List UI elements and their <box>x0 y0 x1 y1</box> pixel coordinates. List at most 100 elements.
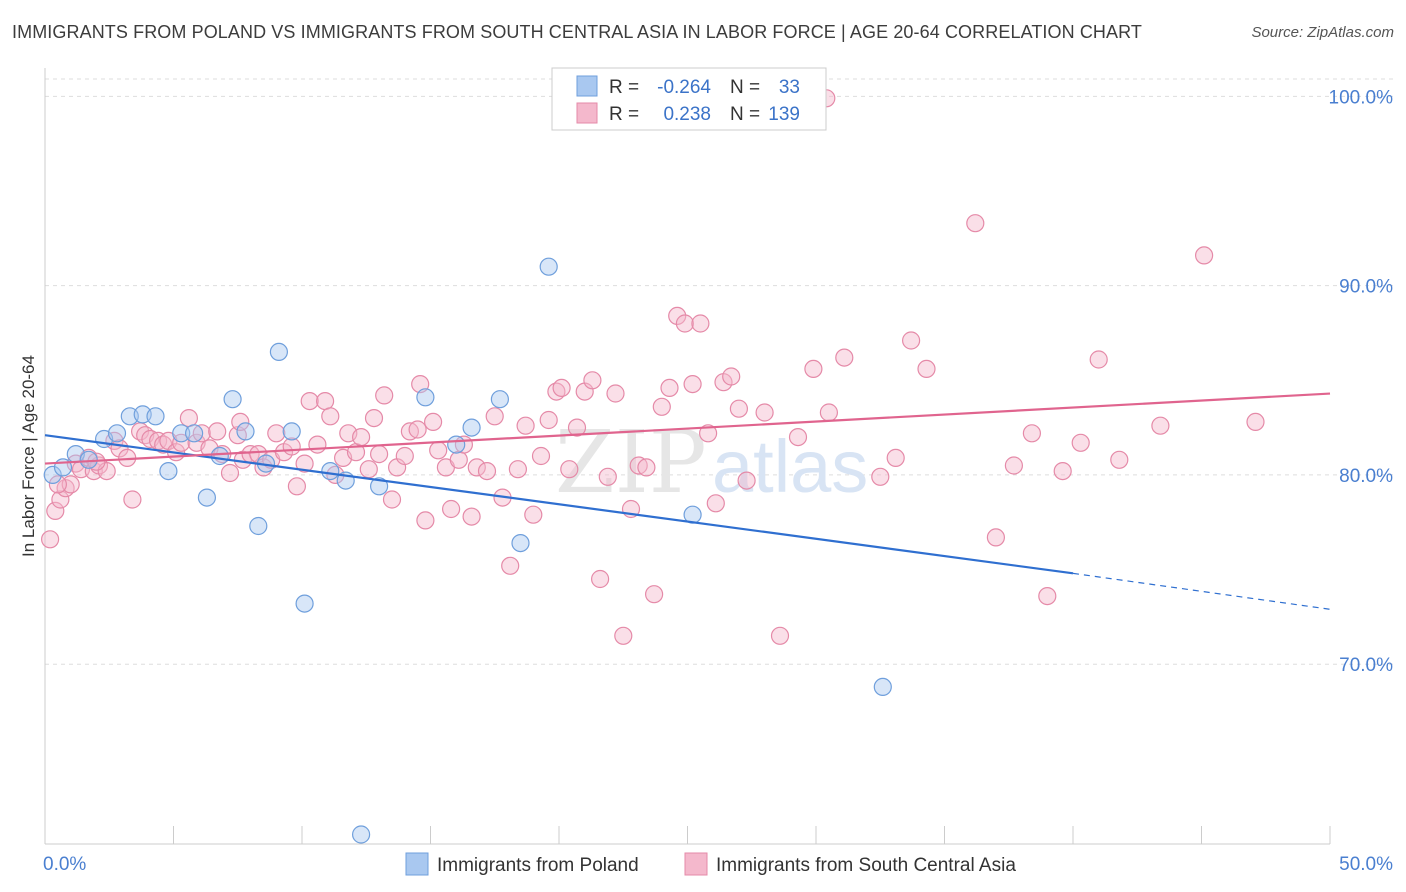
poland-point-28 <box>490 390 509 409</box>
y-tick-label-70: 70.0% <box>1339 655 1393 676</box>
south-central-asia-point-76 <box>531 446 551 466</box>
south-central-asia-point-102 <box>729 399 749 418</box>
south-central-asia-point-1 <box>46 501 65 520</box>
south-central-asia-point-79 <box>552 378 571 397</box>
south-central-asia-point-39 <box>287 477 306 496</box>
poland-point-18 <box>269 342 288 361</box>
south-central-asia-point-29 <box>220 463 240 483</box>
y-axis-title: In Labor Force | Age 20-64 <box>19 355 38 557</box>
south-central-asia-point-98 <box>698 424 718 443</box>
poland-point-21 <box>321 462 340 481</box>
x-tick-label-min: 0.0% <box>43 854 86 875</box>
south-central-asia-point-73 <box>508 460 528 479</box>
poland-point-25 <box>416 388 435 407</box>
stats-n-value-blue: 33 <box>779 77 800 98</box>
south-central-asia-point-65 <box>449 450 468 469</box>
poland-point-30 <box>539 257 558 276</box>
poland-point-9 <box>159 462 178 481</box>
x-tick-label-max: 50.0% <box>1339 854 1393 875</box>
south-central-asia-point-50 <box>359 460 378 479</box>
south-central-asia-point-99 <box>706 494 725 513</box>
south-central-asia-point-38 <box>282 437 301 456</box>
south-central-asia-point-58 <box>408 420 427 439</box>
south-central-asia-point-27 <box>208 422 227 441</box>
poland-point-29 <box>511 533 530 553</box>
south-central-asia-point-52 <box>370 445 389 464</box>
south-central-asia-point-68 <box>467 458 486 477</box>
grid-layer <box>45 78 1395 665</box>
south-central-asia-point-90 <box>637 458 656 477</box>
south-central-asia-point-124 <box>1194 246 1214 265</box>
pink-points-group <box>40 89 1265 645</box>
poland-point-26 <box>447 435 466 454</box>
poland-point-12 <box>197 488 216 507</box>
legend-swatch-poland <box>405 852 429 876</box>
source-note: Source: ZipAtlas.com <box>1251 24 1394 41</box>
poland-point-14 <box>223 390 242 409</box>
south-central-asia-point-36 <box>267 424 286 443</box>
south-central-asia-point-72 <box>501 556 520 575</box>
south-central-asia-point-97 <box>691 314 710 333</box>
south-central-asia-point-51 <box>364 409 384 428</box>
south-central-asia-point-106 <box>788 428 808 447</box>
poland-point-19 <box>282 422 301 441</box>
south-central-asia-point-120 <box>1071 433 1090 452</box>
south-central-asia-point-92 <box>652 397 671 416</box>
blue-points-group <box>43 257 892 844</box>
south-central-asia-point-87 <box>614 626 633 645</box>
poland-point-16 <box>249 516 268 536</box>
chart-title: IMMIGRANTS FROM POLAND VS IMMIGRANTS FRO… <box>12 22 1143 42</box>
south-central-asia-point-103 <box>737 471 756 490</box>
stats-legend-swatch-pink <box>576 102 598 124</box>
south-central-asia-point-60 <box>416 511 435 530</box>
south-central-asia-point-2 <box>51 490 70 509</box>
south-central-asia-point-107 <box>804 359 823 378</box>
stats-n-label-blue: N = <box>730 77 760 98</box>
south-central-asia-point-83 <box>583 371 602 390</box>
south-central-asia-point-109 <box>835 348 854 367</box>
stats-n-label-pink: N = <box>730 104 760 125</box>
stats-legend: R = -0.264 N = 33 R = 0.238 N = 139 <box>551 67 827 131</box>
south-central-asia-point-104 <box>755 403 774 422</box>
south-central-asia-point-75 <box>524 505 543 524</box>
south-central-asia-point-101 <box>722 367 741 386</box>
legend-label-poland: Immigrants from Poland <box>437 855 639 876</box>
south-central-asia-point-115 <box>986 528 1006 547</box>
stats-legend-swatch-blue <box>576 75 598 97</box>
y-tick-label-100: 100.0% <box>1329 87 1394 108</box>
south-central-asia-point-4 <box>61 475 80 494</box>
south-central-asia-point-105 <box>770 626 790 645</box>
south-central-asia-point-25 <box>192 424 211 443</box>
poland-point-10 <box>172 424 191 443</box>
south-central-asia-point-41 <box>300 392 319 411</box>
poland-trend-extension <box>1072 572 1331 610</box>
south-central-asia-point-85 <box>598 467 617 486</box>
south-central-asia-point-53 <box>375 386 394 405</box>
south-central-asia-point-22 <box>172 433 191 452</box>
poland-point-32 <box>873 677 892 697</box>
south-central-asia-point-121 <box>1089 350 1108 369</box>
stats-r-label-pink: R = <box>609 104 639 125</box>
poland-point-24 <box>370 477 389 496</box>
south-central-asia-point-119 <box>1053 462 1072 481</box>
south-central-asia-point-108 <box>819 403 839 422</box>
stats-r-label-blue: R = <box>609 77 639 98</box>
poland-point-20 <box>295 594 314 613</box>
south-central-asia-point-122 <box>1110 450 1129 469</box>
south-central-asia-point-70 <box>485 407 504 426</box>
south-central-asia-point-94 <box>668 306 687 325</box>
south-central-asia-point-118 <box>1038 586 1057 606</box>
poland-point-27 <box>462 418 481 437</box>
south-central-asia-point-81 <box>567 418 587 437</box>
south-central-asia-point-129 <box>231 412 250 431</box>
poland-point-8 <box>146 407 165 426</box>
south-central-asia-point-123 <box>1151 416 1170 435</box>
south-central-asia-point-114 <box>966 214 985 233</box>
south-central-asia-point-67 <box>462 507 481 526</box>
poland-point-5 <box>107 424 127 443</box>
south-central-asia-point-117 <box>1022 424 1042 443</box>
trend-layer <box>44 392 1331 610</box>
south-central-asia-point-111 <box>886 448 905 467</box>
south-central-asia-point-91 <box>644 585 664 604</box>
